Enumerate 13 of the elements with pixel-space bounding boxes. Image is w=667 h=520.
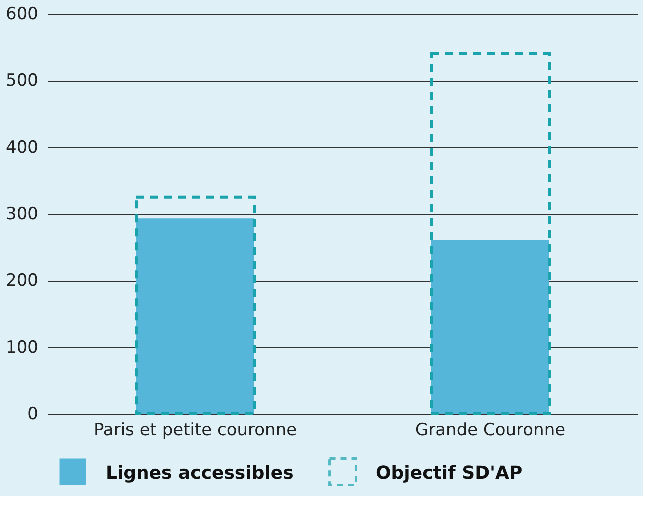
x-tick-label: Paris et petite couronne [94,420,298,440]
y-tick-label: 500 [6,71,38,92]
y-tick-label: 0 [28,404,38,424]
y-tick-label: 200 [6,271,38,292]
legend-label: Objectif SD'AP [376,463,523,484]
y-tick-label: 100 [6,338,38,358]
x-tick-label: Grande Couronne [415,420,566,440]
y-tick-label: 400 [6,138,38,158]
legend-label: Lignes accessibles [106,463,294,484]
y-tick-label: 600 [6,4,38,24]
bar [432,240,550,414]
y-tick-label: 300 [6,204,38,224]
bar [430,52,551,416]
